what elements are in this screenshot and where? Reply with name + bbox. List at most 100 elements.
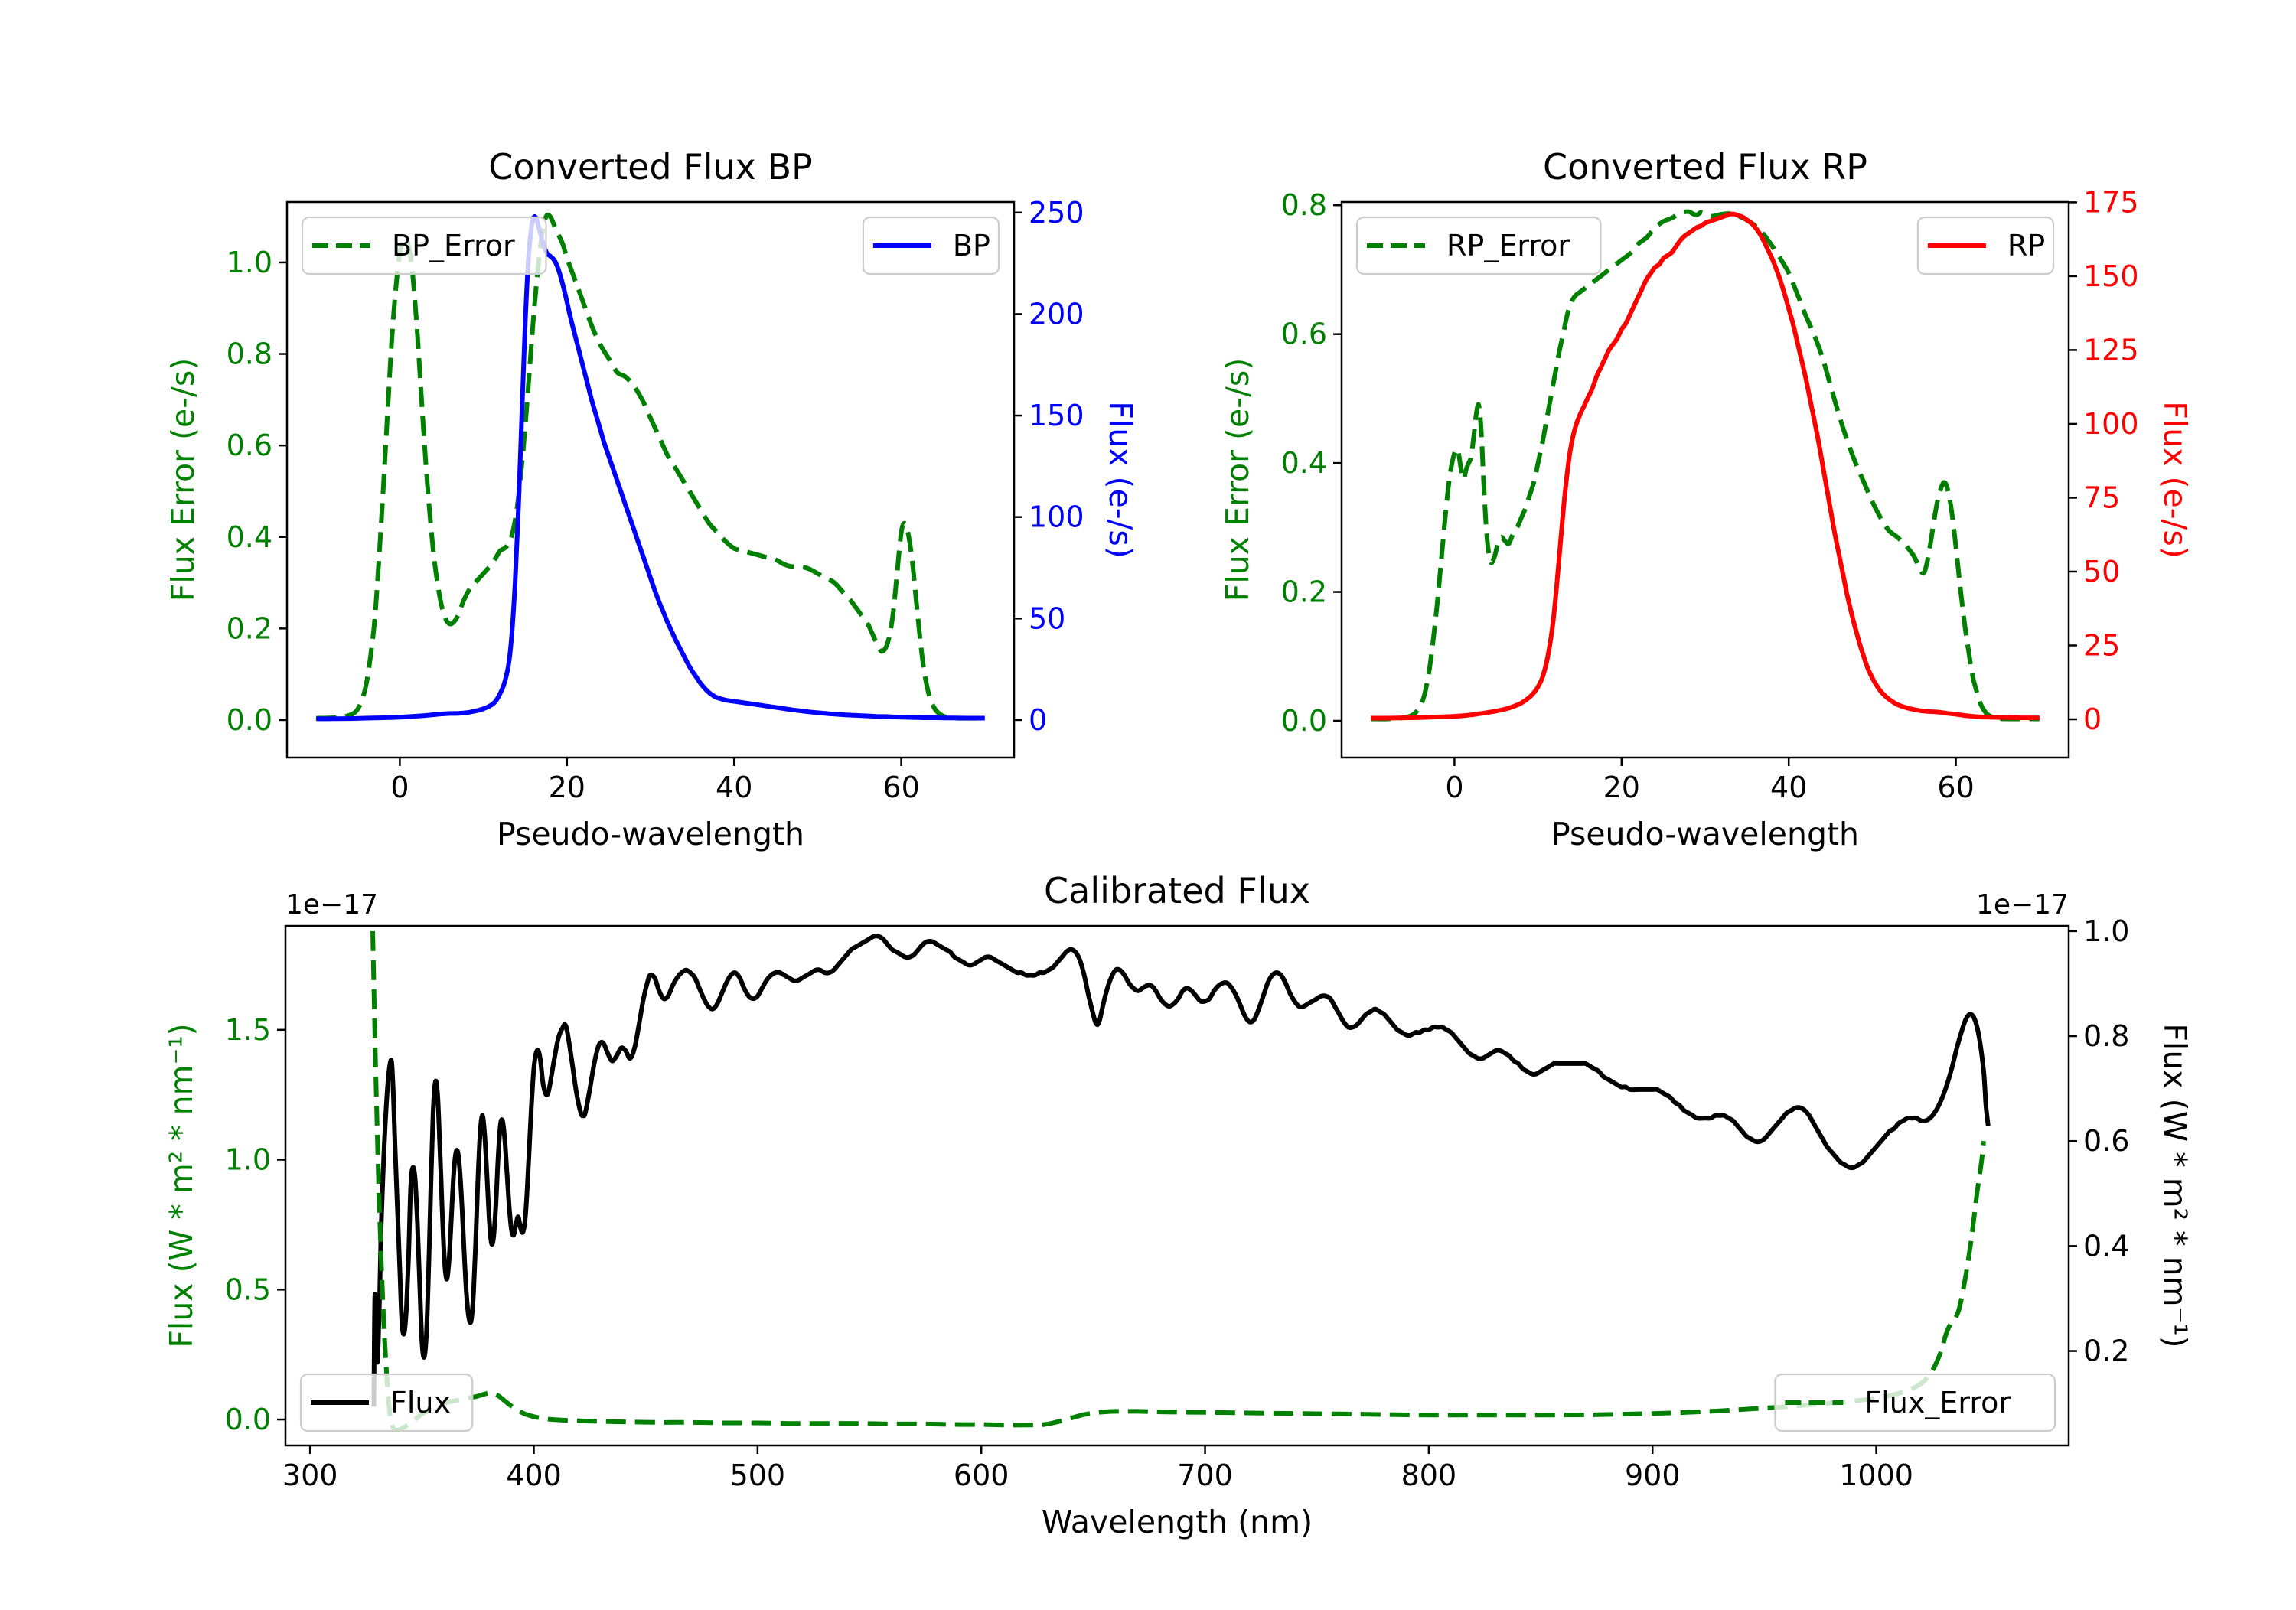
right-axis-title: Flux (e-/s) xyxy=(2157,401,2193,558)
x-tick-label: 700 xyxy=(1177,1458,1233,1492)
rp-right-axis: 0 25 50 75 100 125 150 175 Flux (e-/s) xyxy=(2069,185,2193,736)
left-tick-label: 0.2 xyxy=(227,611,272,645)
x-axis-title: Pseudo-wavelength xyxy=(497,816,804,852)
rp-error-curve xyxy=(1371,209,2040,722)
bp-axes-spines xyxy=(285,200,1016,759)
bp-chart: BP_Error BP 0 20 40 60 Pseudo-wavelength 0.0 0.2… xyxy=(165,146,1139,852)
rp-axes-spines xyxy=(1340,200,2070,759)
x-tick-label: 20 xyxy=(549,771,585,804)
flux-error-legend: Flux_Error xyxy=(1774,1373,2056,1432)
x-tick-label: 0 xyxy=(1445,771,1463,804)
right-tick-label: 1.0 xyxy=(2083,914,2129,948)
left-tick-label: 0.0 xyxy=(227,703,272,737)
legend-box xyxy=(1774,1373,2056,1432)
right-tick-label: 100 xyxy=(1029,500,1084,534)
rp-curve xyxy=(1371,211,2040,721)
x-tick-label: 300 xyxy=(282,1458,338,1492)
x-tick-label: 1000 xyxy=(1839,1458,1913,1492)
right-tick-label: 175 xyxy=(2083,185,2139,219)
bp-curve xyxy=(316,213,985,722)
rp-error-legend: RP_Error xyxy=(1355,216,1602,275)
left-tick-label: 0.0 xyxy=(225,1403,271,1436)
left-tick-label: 0.5 xyxy=(225,1273,271,1306)
left-tick-label: 0.4 xyxy=(1281,446,1327,480)
x-tick-label: 900 xyxy=(1625,1458,1681,1492)
right-tick-label: 150 xyxy=(2083,259,2139,293)
right-tick-label: 50 xyxy=(1029,601,1065,635)
left-tick-label: 0.0 xyxy=(1281,704,1327,738)
left-axis-title: Flux Error (e-/s) xyxy=(165,358,201,601)
x-axis-title: Pseudo-wavelength xyxy=(1551,816,1859,852)
calibrated-title: Calibrated Flux xyxy=(1044,870,1310,911)
right-tick-label: 0.8 xyxy=(2083,1019,2129,1053)
flux-error-curve xyxy=(370,930,1986,1432)
left-tick-label: 0.2 xyxy=(1281,575,1327,609)
legend-box xyxy=(299,1373,474,1432)
left-axis-title: Flux Error (e-/s) xyxy=(1219,358,1256,601)
x-axis-title: Wavelength (nm) xyxy=(1042,1504,1313,1540)
x-tick-label: 60 xyxy=(882,771,919,804)
x-tick-label: 40 xyxy=(716,771,752,804)
rp-chart: RP_Error RP 0 20 40 60 Pseudo-wavelength 0.0 0.2… xyxy=(1219,146,2193,852)
left-tick-label: 0.8 xyxy=(227,337,272,371)
right-tick-label: 0.6 xyxy=(2083,1124,2129,1158)
right-tick-label: 250 xyxy=(1029,196,1084,230)
legend-label: RP xyxy=(2007,229,2045,262)
bp-error-curve xyxy=(316,212,985,721)
rp-legend: RP xyxy=(1916,216,2055,275)
x-tick-label: 60 xyxy=(1937,771,1974,804)
legend-label: RP_Error xyxy=(1446,229,1570,262)
calibrated-right-axis: 0.2 0.4 0.6 0.8 1.0 Flux (W * m² * nm⁻¹) xyxy=(2069,914,2193,1368)
bp-right-axis: 0 50 100 150 200 250 Flux (e-/s) xyxy=(1014,196,1139,737)
right-tick-label: 125 xyxy=(2083,333,2139,367)
x-tick-label: 400 xyxy=(506,1458,562,1492)
bp-x-axis: 0 20 40 60 Pseudo-wavelength xyxy=(390,758,920,852)
left-tick-label: 0.4 xyxy=(227,520,272,554)
x-tick-label: 0 xyxy=(390,771,409,804)
right-tick-label: 100 xyxy=(2083,407,2139,441)
right-tick-label: 0 xyxy=(1029,703,1047,737)
x-tick-label: 500 xyxy=(730,1458,786,1492)
bp-left-axis: 0.0 0.2 0.4 0.6 0.8 1.0 Flux Error (e-/s) xyxy=(165,246,287,737)
left-axis-offset-label: 1e−17 xyxy=(285,889,378,921)
flux-legend: Flux xyxy=(299,1373,474,1432)
right-axis-offset-label: 1e−17 xyxy=(1976,889,2069,921)
flux-curve xyxy=(371,934,1991,1407)
calibrated-left-axis: 0.0 0.5 1.0 1.5 Flux (W * m² * nm⁻¹) xyxy=(163,1013,285,1436)
bp-title: Converted Flux BP xyxy=(488,146,813,187)
bp-curves xyxy=(316,212,985,722)
bp-legend: BP xyxy=(862,216,1000,275)
left-tick-label: 1.0 xyxy=(225,1143,271,1177)
legend-label: BP xyxy=(953,229,990,262)
calibrated-axes-spines xyxy=(284,924,2070,1447)
calibrated-curves xyxy=(370,930,1991,1432)
right-axis-title: Flux (W * m² * nm⁻¹) xyxy=(2157,1023,2193,1348)
legend-label: Flux_Error xyxy=(1864,1386,2011,1419)
legend-label: BP_Error xyxy=(392,229,515,262)
rp-title: Converted Flux RP xyxy=(1543,146,1867,187)
right-tick-label: 50 xyxy=(2083,555,2120,588)
x-tick-label: 40 xyxy=(1770,771,1807,804)
legend-label: Flux xyxy=(390,1386,451,1419)
left-tick-label: 1.0 xyxy=(227,246,272,279)
rp-curves xyxy=(1371,209,2040,722)
calibrated-chart: Flux Flux_Error 300 400 500 600 700 800 900 1000 W… xyxy=(163,870,2193,1540)
left-tick-label: 0.6 xyxy=(1281,318,1327,351)
right-axis-title: Flux (e-/s) xyxy=(1102,401,1139,558)
x-tick-label: 20 xyxy=(1603,771,1640,804)
right-tick-label: 0.4 xyxy=(2083,1229,2129,1263)
right-tick-label: 25 xyxy=(2083,628,2120,662)
left-tick-label: 0.6 xyxy=(227,429,272,462)
right-tick-label: 150 xyxy=(1029,399,1084,432)
legend-box xyxy=(1355,216,1602,275)
left-tick-label: 1.5 xyxy=(225,1013,271,1047)
bp-error-legend: BP_Error xyxy=(301,216,547,275)
right-tick-label: 200 xyxy=(1029,297,1084,331)
rp-left-axis: 0.0 0.2 0.4 0.6 0.8 Flux Error (e-/s) xyxy=(1219,188,1342,738)
right-tick-label: 0 xyxy=(2083,702,2102,736)
rp-x-axis: 0 20 40 60 Pseudo-wavelength xyxy=(1445,758,1975,852)
calibrated-x-axis: 300 400 500 600 700 800 900 1000 Wavelength (nm) xyxy=(282,1445,1913,1540)
left-tick-label: 0.8 xyxy=(1281,188,1327,222)
